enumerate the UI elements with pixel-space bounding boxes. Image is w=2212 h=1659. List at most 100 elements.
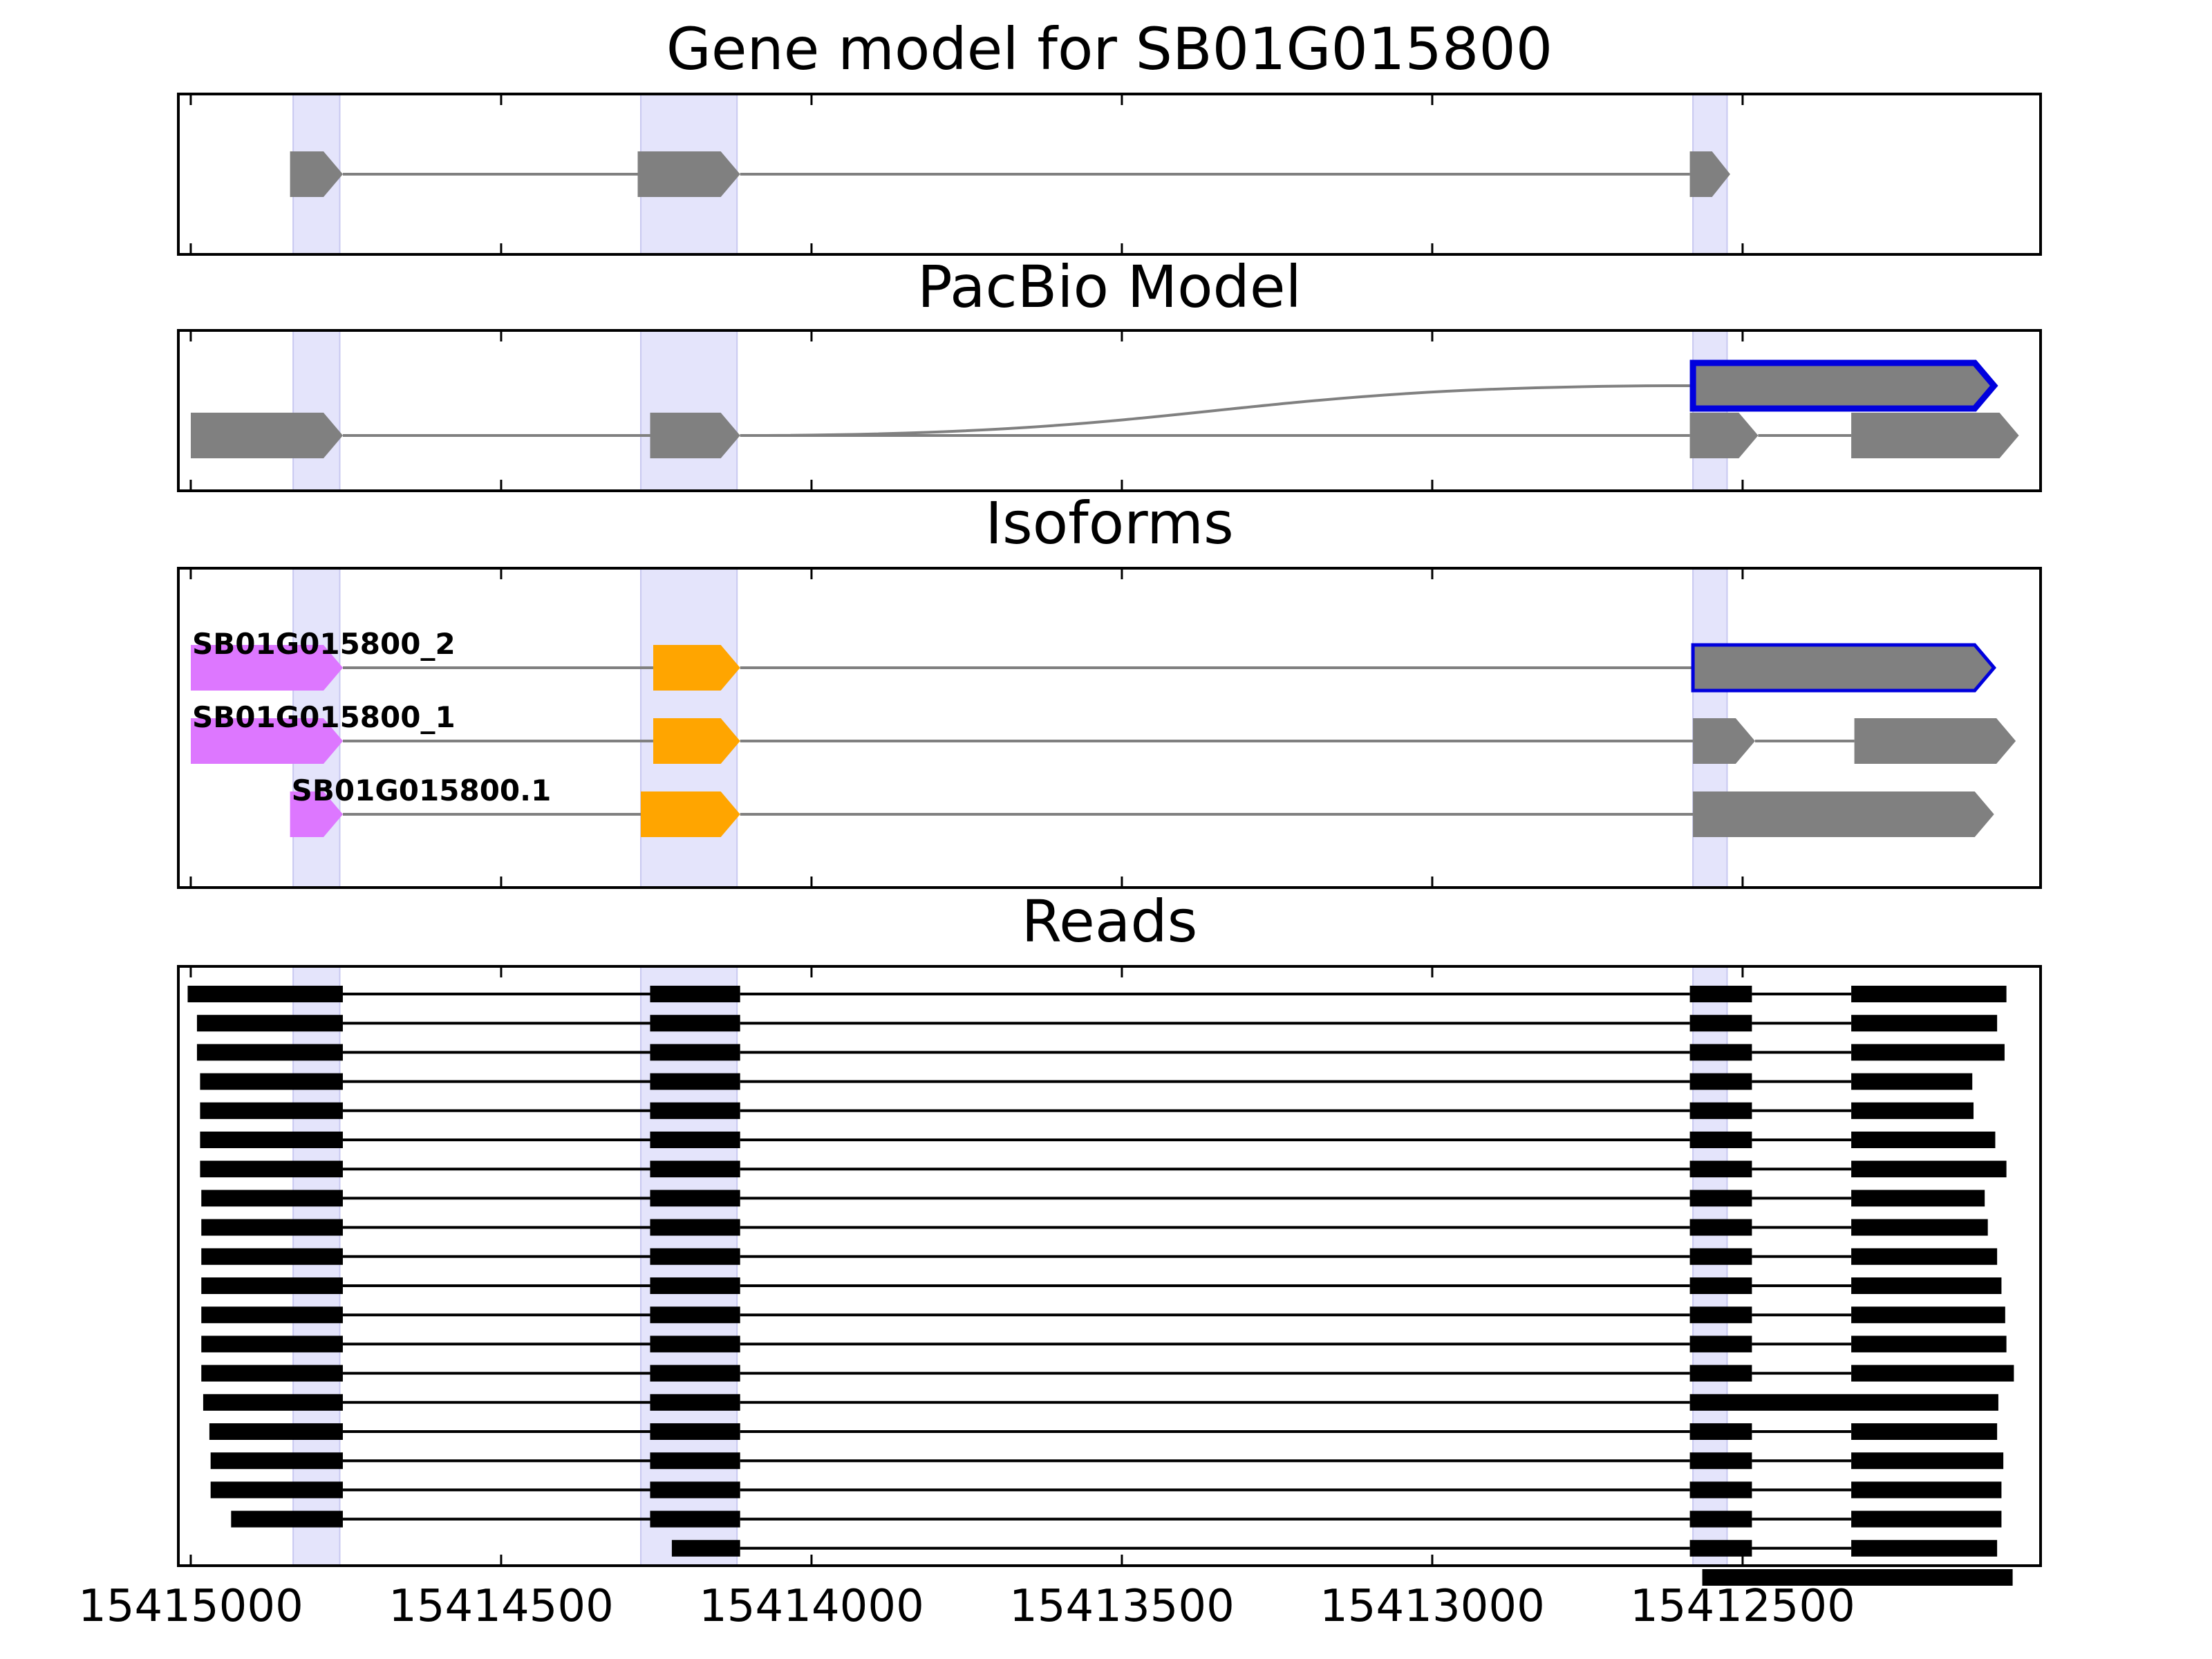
read-exon (210, 1481, 343, 1499)
read-exon (650, 1102, 740, 1119)
read-exon (650, 1190, 740, 1207)
read-exon (1851, 1481, 2002, 1499)
read-row (196, 1015, 1998, 1032)
isoform-label: SB01G015800_1 (192, 700, 456, 734)
read-row (1702, 1569, 2013, 1586)
splice-branch-curve (740, 384, 1690, 437)
x-tick-label: 15412500 (1630, 1581, 1855, 1632)
read-exon (1689, 1102, 1752, 1119)
selected-exon-arrow (1691, 643, 1996, 693)
isoform-label: SB01G015800_2 (192, 627, 456, 661)
read-exon (1689, 1335, 1752, 1353)
read-exon (1851, 1044, 2005, 1061)
exon-arrow (637, 151, 740, 197)
isoform-label: SB01G015800.1 (292, 774, 552, 807)
exon-arrow (1693, 718, 1755, 764)
read-row (671, 1539, 1998, 1557)
read-exon (1689, 1044, 1752, 1061)
read-row (200, 1161, 2007, 1178)
read-exon (1851, 1335, 2007, 1353)
read-exon (1851, 1306, 2005, 1324)
read-row (200, 1102, 1974, 1119)
read-exon (1851, 1510, 2002, 1528)
read-row (196, 1044, 2005, 1061)
read-exon (1851, 1365, 2014, 1382)
read-exon (1851, 1073, 1973, 1090)
track-row (1689, 359, 1998, 412)
read-exon (200, 1102, 343, 1119)
read-exon (201, 1248, 343, 1265)
read-exon (1689, 1015, 1752, 1032)
read-exon (196, 1044, 343, 1061)
read-exon (201, 1219, 343, 1236)
cds_start-exon-arrow (653, 718, 740, 764)
read-row (201, 1365, 2014, 1382)
read-row (209, 1423, 1998, 1440)
read-exon (650, 1365, 740, 1382)
exon-arrow (290, 151, 343, 197)
x-tick-label: 15413000 (1320, 1581, 1545, 1632)
highlight-band (640, 330, 738, 491)
exon-arrow (191, 413, 343, 458)
exon-arrow (650, 413, 740, 458)
read-exon (650, 986, 740, 1002)
read-exon (1851, 1132, 1996, 1148)
read-exon (210, 1452, 343, 1470)
read-exon (1851, 1423, 1998, 1440)
read-exon (1689, 1452, 1752, 1470)
exon-arrow (1689, 151, 1730, 197)
exon-arrow (1854, 718, 2016, 764)
read-row (201, 1277, 2002, 1294)
read-exon (650, 1132, 740, 1148)
panel-title: Reads (1022, 888, 1198, 955)
read-exon (671, 1539, 740, 1557)
read-exon (1851, 1452, 2004, 1470)
read-exon (187, 986, 343, 1002)
exon-arrow (1693, 791, 1994, 837)
read-exon (1689, 1190, 1752, 1207)
x-tick-label: 15414000 (699, 1581, 924, 1632)
panel-3: Reads (177, 888, 2042, 1586)
panel-frame (177, 965, 2042, 1567)
read-exon (201, 1306, 343, 1324)
read-exon (201, 1365, 343, 1382)
read-exon (200, 1161, 343, 1178)
panel-2: SB01G015800_2 SB01G015800_1 SB01G015800.1 I… (177, 489, 2042, 889)
read-row (201, 1219, 1988, 1236)
read-exon (1689, 1510, 1752, 1528)
read-row (187, 986, 2007, 1002)
read-exon (650, 1248, 740, 1265)
read-exon (1689, 1132, 1752, 1148)
read-exon (1689, 1539, 1752, 1557)
read-exon (650, 1044, 740, 1061)
read-exon (650, 1335, 740, 1353)
panel-title: Gene model for SB01G015800 (666, 15, 1553, 83)
panel-frame (177, 567, 2042, 889)
panel-frame (177, 329, 2042, 492)
read-exon (650, 1452, 740, 1470)
read-row (203, 1394, 1998, 1411)
read-exon (1689, 1481, 1752, 1499)
exon-arrow (1851, 413, 2019, 458)
panel-title: PacBio Model (917, 253, 1302, 321)
track-row (290, 151, 1730, 197)
read-exon (1689, 1306, 1752, 1324)
read-exon (1851, 986, 2007, 1002)
read-row (201, 1190, 1985, 1207)
track-row: SB01G015800.1 (290, 774, 1994, 837)
read-exon (1689, 1248, 1752, 1265)
track-row: SB01G015800_2 (191, 627, 1996, 693)
read-row (200, 1073, 1973, 1090)
read-row (201, 1335, 2007, 1353)
read-exon (650, 1277, 740, 1294)
cds_start-exon-arrow (653, 645, 740, 691)
read-row (200, 1132, 1996, 1148)
read-exon (1689, 986, 1752, 1002)
read-exon (1851, 1277, 2002, 1294)
x-tick-label: 15413500 (1009, 1581, 1235, 1632)
read-row (210, 1481, 2002, 1499)
read-exon (650, 1015, 740, 1032)
panel-frame (177, 93, 2042, 256)
read-exon (1851, 1539, 1998, 1557)
